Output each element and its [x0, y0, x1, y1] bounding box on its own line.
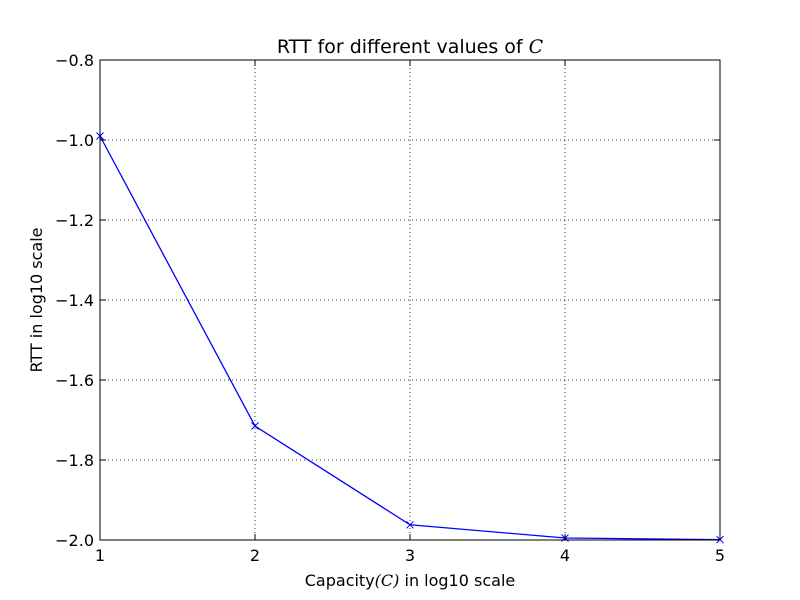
chart-title-math: C — [529, 36, 544, 58]
x-tick-label: 4 — [560, 546, 570, 565]
y-tick-label: −2.0 — [55, 531, 94, 550]
x-axis-label-pre: Capacity — [305, 571, 375, 590]
axis-ticks: 1 2 3 4 5 −2.0 −1.8 −1.6 −1.4 −1.2 −1.0 −0.8 — [55, 51, 725, 565]
y-axis-label: RTT in log10 scale — [27, 227, 46, 372]
data-point-marker — [406, 520, 414, 529]
x-tick-label: 5 — [715, 546, 725, 565]
y-tick-label: −1.8 — [55, 451, 94, 470]
y-tick-label: −0.8 — [55, 51, 94, 70]
chart-title: RTT for different values of C — [277, 36, 544, 58]
data-point-marker — [251, 422, 259, 430]
y-tick-label: −1.6 — [55, 371, 94, 390]
x-tick-label: 1 — [95, 546, 105, 565]
y-tick-label: −1.2 — [55, 211, 94, 230]
x-axis-label-post: in log10 scale — [399, 571, 515, 590]
y-tick-label: −1.0 — [55, 131, 94, 150]
x-tick-label: 2 — [250, 546, 260, 565]
chart-title-text: RTT for different values of — [277, 36, 529, 58]
grid-lines — [100, 60, 720, 540]
x-tick-label: 3 — [405, 546, 415, 565]
x-axis-label: Capacity(C) in log10 scale — [305, 571, 515, 590]
y-tick-label: −1.4 — [55, 291, 94, 310]
x-axis-label-math: (C) — [375, 571, 400, 590]
